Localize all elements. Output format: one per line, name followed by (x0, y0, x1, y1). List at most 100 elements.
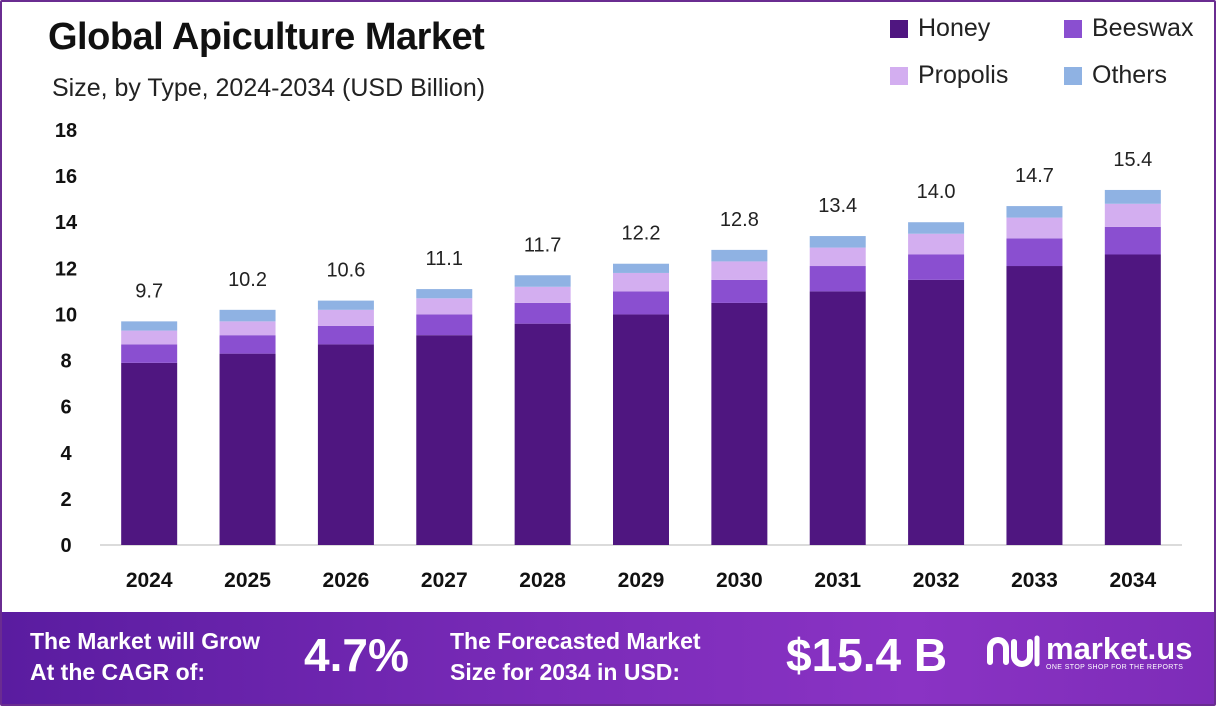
y-tick-label: 12 (55, 258, 77, 280)
bar-segment-others (317, 300, 374, 310)
x-tick-label: 2024 (126, 569, 173, 592)
bar-segment-honey (219, 353, 276, 545)
bar-segment-others (908, 222, 965, 234)
bar-segment-honey (121, 362, 178, 545)
bar-total-label: 12.8 (720, 209, 759, 231)
bar-segment-beeswax (121, 344, 178, 363)
bar-segment-propolis (514, 286, 571, 303)
y-tick-label: 0 (60, 535, 71, 557)
bar-total-label: 11.1 (426, 248, 463, 270)
bar-total-label: 11.7 (524, 234, 561, 256)
legend-item-others: Others (1064, 61, 1167, 90)
x-tick-label: 2031 (814, 569, 861, 592)
y-tick-label: 2 (60, 489, 71, 511)
bar-total-label: 14.7 (1015, 165, 1054, 187)
legend-swatch-honey (890, 19, 908, 38)
bar-total-label: 10.6 (326, 260, 365, 282)
chart-subtitle: Size, by Type, 2024-2034 (USD Billion) (52, 74, 486, 102)
brand-name: market.us (1046, 630, 1193, 666)
bar-segment-beeswax (711, 279, 768, 303)
bar-segment-honey (317, 344, 374, 545)
cagr-value: 4.7% (304, 629, 409, 681)
forecast-label: The Forecasted Market Size for 2034 in U… (450, 628, 701, 685)
legend-swatch-others (1064, 66, 1082, 85)
y-tick-label: 8 (60, 351, 71, 373)
bar-segment-others (416, 289, 473, 299)
legend-item-honey: Honey (890, 14, 990, 43)
bar-segment-propolis (416, 298, 473, 315)
bar-segment-beeswax (809, 266, 866, 292)
x-tick-label: 2032 (913, 569, 960, 592)
bar-segment-beeswax (219, 335, 276, 354)
legend-label-others: Others (1092, 61, 1168, 89)
stacked-bar-chart: 0 2 4 6 8 10 12 14 16 18 9.7 2024 10.2 2025 10.6 2026 11… (55, 120, 1182, 592)
forecast-value: $15.4 B (786, 629, 948, 681)
y-tick-label: 16 (55, 166, 77, 188)
bar-segment-propolis (1104, 203, 1161, 227)
bar-segment-honey (711, 302, 768, 545)
bar-total-label: 12.2 (622, 223, 661, 245)
bar-segment-honey (908, 279, 965, 545)
chart-title: Global Apiculture Market (48, 16, 485, 58)
bar-segment-others (613, 263, 669, 273)
cagr-label: The Market will Grow At the CAGR of: (30, 628, 261, 685)
bar-segment-propolis (711, 261, 768, 280)
bar-segment-propolis (121, 330, 178, 345)
legend-swatch-propolis (890, 66, 908, 85)
bar-segment-beeswax (317, 325, 374, 345)
bar-segment-honey (1006, 266, 1063, 545)
x-tick-label: 2027 (421, 569, 468, 592)
x-tick-label: 2034 (1109, 569, 1156, 592)
bar-segment-propolis (1006, 217, 1063, 239)
legend-label-beeswax: Beeswax (1092, 14, 1194, 42)
bar-segment-propolis (219, 321, 276, 336)
brand-tagline: ONE STOP SHOP FOR THE REPORTS (1046, 663, 1184, 671)
bar-segment-others (219, 309, 276, 322)
bar-segment-others (1006, 206, 1063, 218)
bar-segment-honey (1104, 254, 1161, 545)
bar-segment-beeswax (1006, 238, 1063, 267)
bar-segment-beeswax (1104, 226, 1161, 255)
bar-segment-beeswax (908, 254, 965, 280)
bar-segment-beeswax (416, 314, 473, 336)
bar-segment-honey (514, 323, 571, 545)
bar-segment-others (1104, 189, 1161, 204)
legend-label-honey: Honey (918, 14, 991, 42)
x-tick-label: 2026 (323, 569, 370, 592)
bar-segment-honey (613, 314, 669, 545)
bar-segment-propolis (809, 247, 866, 267)
bar-segment-propolis (908, 233, 965, 255)
bar-total-label: 14.0 (917, 181, 956, 203)
y-tick-label: 4 (60, 443, 72, 465)
bar-segment-beeswax (514, 302, 571, 324)
y-tick-label: 10 (55, 304, 77, 326)
bar-segment-others (121, 321, 178, 331)
bar-segment-others (514, 275, 571, 287)
footer-banner: The Market will Grow At the CAGR of: 4.7… (2, 612, 1214, 704)
bar-segment-beeswax (613, 291, 669, 315)
bar-segment-others (809, 236, 866, 248)
bar-total-label: 15.4 (1113, 149, 1152, 171)
y-tick-label: 6 (60, 397, 71, 419)
y-tick-label: 14 (55, 212, 78, 234)
bar-segment-honey (416, 335, 473, 545)
x-tick-label: 2025 (224, 569, 271, 592)
bar-segment-others (711, 249, 768, 262)
y-tick-label: 18 (55, 120, 77, 142)
legend-swatch-beeswax (1064, 19, 1082, 38)
x-tick-label: 2030 (716, 569, 763, 592)
brand-logo[interactable]: market.us ONE STOP SHOP FOR THE REPORTS (984, 632, 1192, 672)
x-tick-label: 2033 (1011, 569, 1058, 592)
market-us-logo-icon (987, 635, 1040, 667)
bar-segment-honey (809, 291, 866, 545)
legend-item-beeswax: Beeswax (1064, 14, 1193, 43)
bar-total-label: 13.4 (818, 195, 857, 217)
bar-segment-propolis (613, 272, 669, 292)
legend-label-propolis: Propolis (918, 61, 1009, 89)
x-tick-label: 2029 (618, 569, 665, 592)
legend-item-propolis: Propolis (890, 61, 1008, 90)
bar-segment-propolis (317, 309, 374, 326)
bar-total-label: 9.7 (135, 280, 163, 302)
x-tick-label: 2028 (519, 569, 566, 592)
